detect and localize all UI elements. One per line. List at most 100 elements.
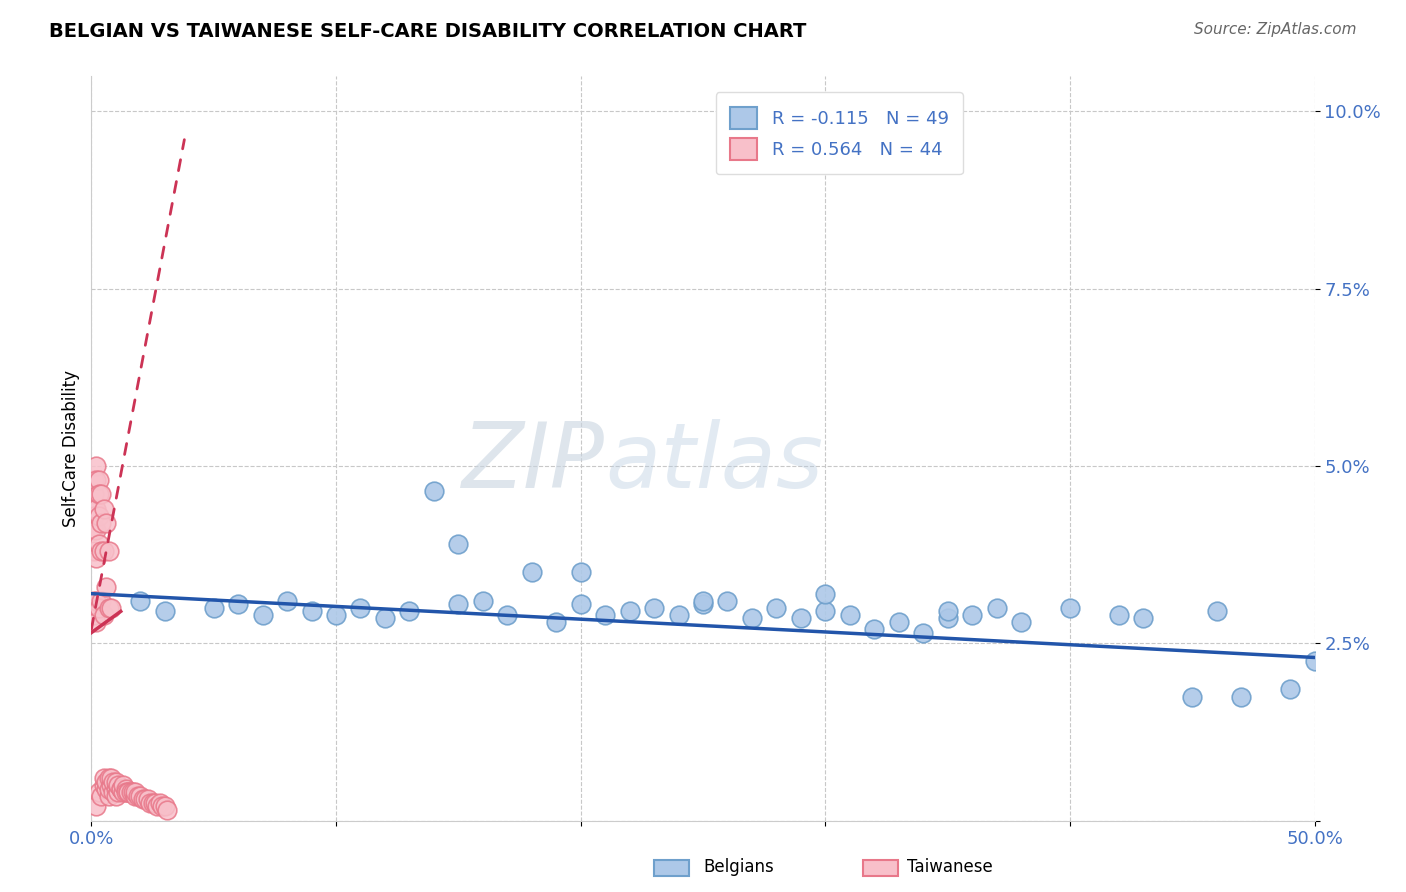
Point (447, 597, 470, 611)
Point (90, 593, 112, 607)
Point (97, 789, 120, 803)
Point (814, 604, 837, 618)
Point (520, 566, 543, 580)
Point (141, 796, 163, 810)
Point (84, 615, 107, 629)
Point (374, 611, 396, 625)
Point (87, 785, 110, 799)
Point (93, 778, 115, 792)
Point (1108, 607, 1130, 622)
Point (569, 566, 592, 580)
Point (90, 544, 112, 558)
Point (90, 516, 112, 530)
Point (149, 796, 172, 810)
Point (83, 607, 105, 622)
Point (129, 593, 152, 607)
Point (150, 799, 173, 814)
Point (87, 473, 110, 487)
Text: BELGIAN VS TAIWANESE SELF-CARE DISABILITY CORRELATION CHART: BELGIAN VS TAIWANESE SELF-CARE DISABILIT… (49, 22, 807, 41)
Point (423, 483, 446, 498)
Point (83, 593, 105, 607)
Point (110, 781, 132, 796)
Point (569, 597, 592, 611)
Point (447, 537, 470, 551)
Point (398, 604, 420, 618)
Point (124, 789, 146, 803)
Point (100, 771, 122, 785)
Point (112, 785, 135, 799)
Point (93, 607, 115, 622)
Point (93, 771, 115, 785)
Point (103, 785, 125, 799)
Text: ZIP: ZIP (463, 419, 605, 508)
Point (84, 551, 107, 566)
Point (349, 600, 371, 615)
Point (593, 607, 616, 622)
Point (912, 625, 935, 640)
Point (84, 501, 107, 516)
Point (863, 622, 886, 636)
Point (226, 597, 249, 611)
Point (202, 600, 225, 615)
Point (136, 792, 159, 806)
Point (83, 544, 105, 558)
Point (84, 458, 107, 473)
Point (100, 778, 122, 792)
Point (146, 799, 169, 814)
Text: atlas: atlas (605, 419, 823, 508)
Point (107, 778, 129, 792)
Point (94, 580, 117, 594)
Point (90, 487, 112, 501)
Point (252, 607, 274, 622)
Point (936, 604, 959, 618)
Point (84, 799, 107, 814)
Point (87, 600, 110, 615)
Text: Taiwanese: Taiwanese (907, 858, 993, 876)
Point (103, 774, 125, 789)
Point (134, 792, 156, 806)
Point (83, 523, 105, 537)
Point (97, 771, 120, 785)
Point (936, 611, 959, 625)
Point (104, 774, 127, 789)
Point (1181, 690, 1204, 704)
Point (716, 593, 738, 607)
Point (83, 473, 105, 487)
Point (1230, 690, 1253, 704)
Point (668, 607, 690, 622)
Point (117, 785, 139, 799)
Point (104, 781, 127, 796)
Point (97, 781, 120, 796)
Point (153, 604, 176, 618)
Point (143, 796, 166, 810)
Point (790, 611, 813, 625)
Point (124, 785, 146, 799)
Point (120, 785, 142, 799)
Point (87, 508, 110, 523)
Point (127, 789, 149, 803)
Point (100, 600, 122, 615)
Point (643, 600, 665, 615)
Point (114, 781, 136, 796)
Point (887, 615, 910, 629)
Point (1010, 615, 1032, 629)
Point (156, 803, 179, 817)
Point (93, 501, 115, 516)
Point (104, 789, 127, 803)
Text: Belgians: Belgians (703, 858, 773, 876)
Point (692, 597, 714, 611)
Point (496, 607, 519, 622)
Point (112, 778, 135, 792)
Point (692, 593, 714, 607)
Point (84, 523, 107, 537)
Point (83, 487, 105, 501)
Point (94, 781, 117, 796)
Point (139, 796, 162, 810)
Point (276, 593, 298, 607)
Point (97, 544, 120, 558)
Legend: R = -0.115   N = 49, R = 0.564   N = 44: R = -0.115 N = 49, R = 0.564 N = 44 (716, 92, 963, 174)
Point (93, 544, 115, 558)
Point (87, 487, 110, 501)
Point (765, 600, 787, 615)
Point (84, 593, 107, 607)
